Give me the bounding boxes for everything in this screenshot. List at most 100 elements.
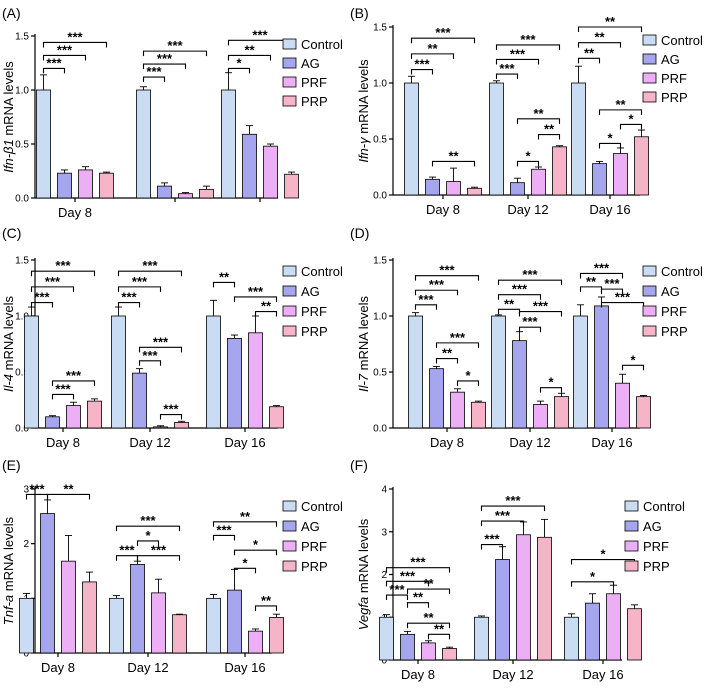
significance-bracket: [480, 505, 546, 512]
legend-swatch: [282, 265, 297, 277]
significance-bracket: [497, 294, 542, 300]
significance-bracket: [117, 270, 183, 277]
significance-bracket: [577, 26, 643, 32]
significance-bracket: [414, 289, 459, 296]
bar: [489, 82, 504, 196]
significance-label: **: [615, 97, 626, 112]
significance-label: ***: [615, 290, 631, 305]
y-tick-label: 0.0: [15, 424, 29, 435]
significance-label: ***: [153, 334, 169, 349]
y-axis-label: Ifn-γ mRNA levels: [356, 59, 371, 163]
y-tick-label: 1.5: [15, 256, 29, 267]
x-category-label: Day 16: [224, 660, 265, 675]
significance-label: ***: [163, 402, 179, 417]
x-category-label: Day 8: [426, 202, 460, 217]
bar: [446, 181, 461, 196]
significance-bracket: [427, 633, 451, 640]
significance-label: ***: [495, 508, 511, 523]
significance-bracket: [516, 160, 540, 167]
significance-label: ***: [67, 29, 83, 44]
significance-bracket: [159, 414, 183, 420]
significance-label: ***: [450, 330, 466, 345]
y-axis-label-part: Tnf-a: [1, 595, 16, 625]
significance-bracket: [539, 387, 563, 393]
bar: [269, 406, 284, 429]
significance-label: *: [253, 537, 259, 552]
x-category-label: Day 16: [591, 435, 632, 450]
significance-label: *: [630, 352, 636, 367]
significance-label: **: [584, 45, 595, 60]
y-axis-label: Tnf-a mRNA levels: [1, 516, 16, 625]
x-category-label: Day 16: [589, 202, 630, 217]
significance-bracket: [30, 270, 96, 277]
bar: [178, 193, 193, 199]
y-axis-label-part: mRNA levels: [356, 59, 371, 138]
significance-bracket: [42, 67, 66, 74]
significance-bracket: [410, 69, 434, 75]
x-category-label: Day 16: [582, 667, 623, 682]
legend-swatch: [282, 38, 297, 50]
bar: [634, 136, 649, 196]
x-category-label: Day 8: [46, 435, 80, 450]
x-category-label: Day 12: [129, 435, 170, 450]
legend-label: AG: [661, 284, 680, 299]
legend-label: PRP: [301, 559, 328, 574]
legend-swatch: [282, 520, 297, 532]
y-tick-label: 1.0: [373, 312, 387, 323]
significance-label: ***: [140, 513, 156, 528]
significance-label: *: [242, 555, 248, 570]
y-axis-label: Il-7 mRNA levels: [356, 295, 371, 392]
significance-bracket: [385, 567, 451, 573]
panel-label: (E): [2, 457, 21, 473]
significance-label: ***: [414, 57, 430, 72]
significance-bracket: [212, 521, 278, 527]
bar: [132, 372, 147, 429]
bar: [613, 153, 628, 196]
panel-label: (F): [350, 457, 368, 473]
bar: [512, 340, 527, 429]
y-tick-label: 1.5: [373, 23, 387, 34]
bar: [573, 315, 588, 429]
bar: [429, 368, 444, 429]
panel-label: (C): [2, 225, 21, 241]
significance-label: **: [594, 30, 605, 45]
y-axis-label-part: Il-7: [356, 373, 371, 392]
y-axis-label-part: Ifn-γ: [356, 136, 371, 163]
y-axis-label: Vegfa mRNA levels: [356, 518, 371, 630]
chart-panel: (D) 0.0 0.5 1.0 1.5 Il-7 mRNA levels Day 8 Day …: [350, 225, 703, 450]
bar: [157, 185, 172, 199]
y-axis-label: Ifn-β1 mRNA levels: [1, 61, 16, 173]
significance-label: ***: [389, 582, 405, 597]
significance-bracket: [537, 133, 561, 140]
significance-bracket: [577, 42, 622, 48]
legend-label: Control: [643, 499, 685, 514]
significance-label: ***: [46, 55, 62, 70]
legend-swatch: [282, 500, 297, 512]
bar: [269, 617, 284, 654]
bar: [636, 396, 651, 429]
chart-panel: (C) 0.0 0.5 1.0 1.5 Il-4 mRNA levels Day 8 Day …: [1, 225, 343, 450]
significance-bracket: [406, 622, 451, 629]
significance-label: ***: [216, 522, 232, 537]
bar: [136, 89, 151, 199]
significance-label: ***: [594, 260, 610, 275]
significance-bracket: [227, 67, 251, 74]
legend-swatch: [624, 500, 639, 512]
legend-label: AG: [661, 52, 680, 67]
legend-label: Control: [301, 264, 343, 279]
significance-bracket: [117, 302, 141, 308]
x-category-label: Day 12: [492, 667, 533, 682]
bar: [554, 396, 569, 429]
significance-label: ***: [522, 267, 538, 282]
legend-swatch: [624, 540, 639, 552]
significance-bracket: [435, 358, 459, 364]
significance-label: **: [448, 148, 459, 163]
significance-bracket: [42, 41, 108, 48]
bar: [379, 616, 394, 661]
significance-label: *: [628, 111, 634, 126]
significance-bracket: [480, 520, 525, 527]
significance-bracket: [456, 380, 480, 386]
y-tick-label: 0: [381, 656, 387, 667]
bar: [408, 315, 423, 429]
